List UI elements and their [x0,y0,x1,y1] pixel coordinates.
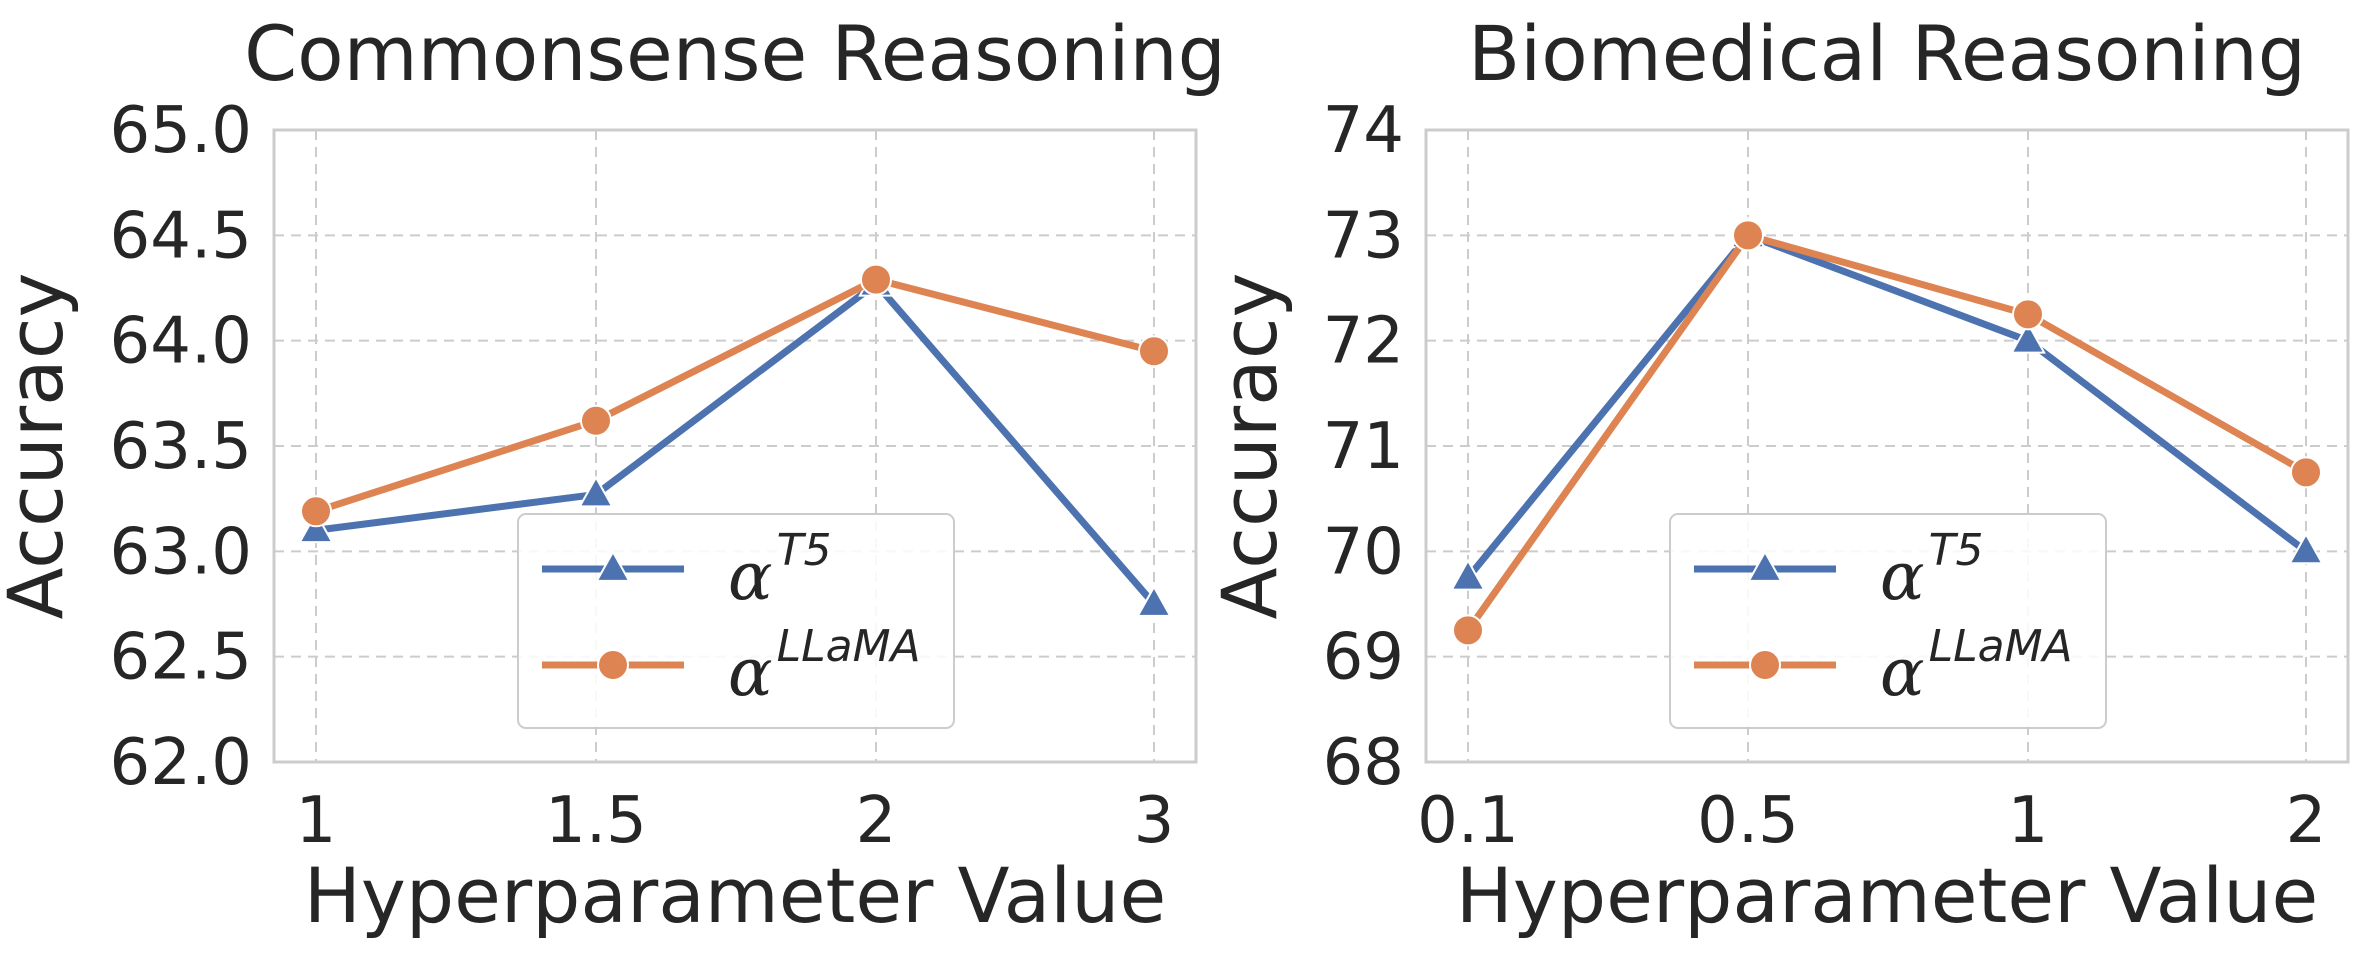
data-point [860,263,892,296]
data-point [1136,584,1172,617]
x-tick-label: 1.5 [545,784,647,858]
x-tick-label: 1 [296,784,337,858]
chart-title: Commonsense Reasoning [244,9,1226,98]
legend-label: αLLaMA [728,621,921,711]
y-axis-label: Accuracy [1205,273,1294,620]
plot-frame [272,128,1198,764]
x-tick-label: 0.5 [1697,784,1799,858]
y-tick-label: 70 [1323,515,1404,589]
series-llama [300,263,1170,528]
data-point [1450,558,1486,591]
y-axis-label: Accuracy [0,273,80,620]
x-tick-label: 2 [2286,784,2327,858]
chart-title: Biomedical Reasoning [1468,9,2306,98]
y-tick-label: 63.5 [110,410,253,484]
data-point [1138,335,1170,368]
y-tick-label: 63.0 [110,515,253,589]
legend-label: αT5 [728,525,831,615]
plot-frame [1424,128,2350,764]
x-tick-label: 3 [1134,784,1175,858]
y-tick-label: 69 [1323,621,1404,695]
data-point [578,475,614,508]
data-point [298,511,334,544]
y-tick-label: 62.5 [110,621,253,695]
data-point [2010,321,2046,354]
legend-marker [597,649,629,681]
data-point [300,495,332,528]
legend-label: αLLaMA [1880,621,2073,711]
y-tick-label: 72 [1323,305,1404,379]
data-point [2288,532,2324,565]
series-line [1465,231,2309,580]
series-line [315,280,1157,607]
legend-marker [595,549,631,582]
data-point [2012,298,2044,331]
y-tick-label: 64.0 [110,305,253,379]
data-point [1732,219,1764,252]
data-point [2290,456,2322,489]
legend-marker [1747,549,1783,582]
y-tick-label: 68 [1323,726,1404,800]
series-line [314,276,1155,515]
x-tick-label: 1 [2008,784,2049,858]
chart-panel-2: Biomedical Reasoning 68 69 70 71 72 73 74 0.1 0.5… [1205,9,2350,940]
y-tick-label: 62.0 [110,726,253,800]
legend-marker [1749,649,1781,681]
x-tick-label: 2 [856,784,897,858]
x-tick-label: 0.1 [1417,784,1519,858]
y-tick-label: 65.0 [110,94,253,168]
data-point [580,404,612,437]
y-tick-label: 71 [1323,410,1404,484]
y-tick-label: 73 [1323,199,1404,273]
x-axis-label: Hyperparameter Value [304,851,1166,940]
data-point [1452,614,1484,647]
legend-label: αT5 [1880,525,1983,615]
x-axis-label: Hyperparameter Value [1456,851,2318,940]
chart-panel-1: Commonsense Reasoning 62.0 62.5 63.0 63.5 64.… [0,9,1226,940]
y-tick-label: 64.5 [110,199,253,273]
y-tick-label: 74 [1323,94,1404,168]
series-llama [1452,219,2322,647]
series-line [1465,231,2308,633]
